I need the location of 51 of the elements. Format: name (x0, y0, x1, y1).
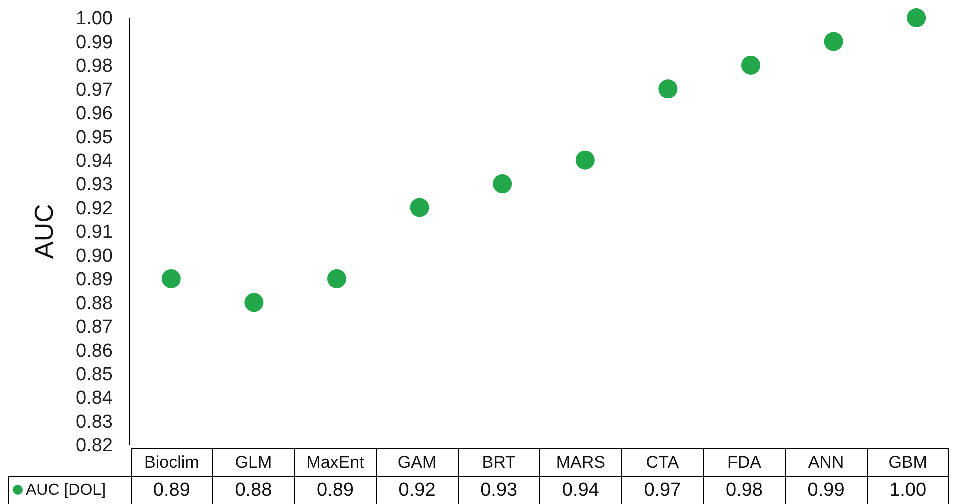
point (824, 32, 844, 52)
y-tick-label: 0.92 (76, 198, 113, 220)
y-tick-label: 0.82 (76, 436, 113, 457)
data-label: 0.89 (294, 476, 376, 504)
data-label: 1.00 (867, 476, 949, 504)
data-label: 0.89 (131, 476, 213, 504)
point (576, 150, 595, 170)
point (410, 198, 430, 218)
y-tick-label: 0.91 (76, 222, 113, 244)
y-tick-label: 0.84 (76, 388, 114, 410)
y-tick-label: 0.87 (76, 317, 113, 338)
x-tick-label: FDA (704, 448, 786, 476)
y-tick-label: 0.89 (76, 270, 113, 291)
data-label: 0.97 (622, 476, 704, 504)
x-tick-label: Bioclim (131, 448, 213, 476)
data-label: 0.94 (540, 476, 622, 504)
y-tick-label: 0.90 (76, 246, 113, 267)
data-label: 0.99 (785, 476, 868, 504)
point (742, 56, 760, 75)
y-tick-label: 0.95 (76, 127, 113, 148)
y-tick-label: 0.98 (76, 56, 113, 78)
y-tick-label: 0.96 (76, 104, 113, 125)
data-label: 0.88 (212, 476, 295, 504)
y-tick-label: 0.88 (76, 293, 113, 314)
y-tick-label: 0.85 (76, 364, 113, 386)
data-label: 0.92 (376, 476, 458, 504)
x-tick-label: GLM (212, 448, 295, 476)
x-tick-label: MaxEnt (294, 448, 376, 476)
legend-label: AUC [DOL] (25, 482, 106, 498)
point (328, 269, 346, 288)
y-axis-title: AUC (29, 204, 59, 259)
point (162, 269, 181, 288)
point (658, 80, 678, 99)
x-tick-label: MARS (540, 448, 622, 476)
y-tick-label: 0.93 (76, 174, 113, 196)
x-tick-label: GAM (376, 448, 458, 476)
point (907, 8, 926, 28)
data-label: 0.93 (458, 476, 540, 504)
y-tick-label: 0.83 (76, 412, 113, 433)
x-tick-label: ANN (785, 448, 868, 476)
x-tick-label: BRT (458, 448, 540, 476)
y-tick-label: 0.86 (76, 340, 113, 362)
x-tick-label: GBM (867, 448, 949, 476)
y-tick-label: 0.94 (76, 150, 114, 172)
point (244, 293, 264, 312)
y-tick-label: 0.97 (76, 80, 113, 101)
y-tick-label: 1.00 (76, 8, 113, 30)
y-tick-label: 0.99 (76, 32, 113, 54)
x-tick-label: CTA (622, 448, 704, 476)
point (493, 174, 512, 194)
data-label: 0.98 (704, 476, 786, 504)
